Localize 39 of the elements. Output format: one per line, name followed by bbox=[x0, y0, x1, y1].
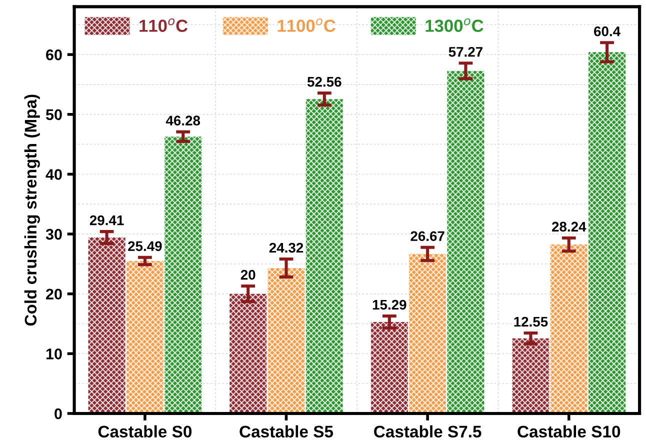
y-tick-label: 30 bbox=[46, 228, 62, 240]
bar bbox=[230, 294, 267, 414]
y-tick-label: 20 bbox=[46, 288, 62, 300]
y-tick-label: 0 bbox=[54, 408, 62, 420]
data-label: 57.27 bbox=[448, 46, 482, 57]
data-label: 26.67 bbox=[410, 231, 444, 242]
x-tick-label: Castable S7.5 bbox=[374, 425, 482, 438]
y-tick-label: 40 bbox=[46, 169, 62, 180]
data-label: 24.32 bbox=[269, 242, 304, 253]
bar bbox=[370, 322, 408, 414]
data-label: 20 bbox=[240, 270, 256, 280]
x-tick-label: Castable S5 bbox=[240, 425, 334, 438]
bar bbox=[512, 338, 550, 414]
y-tick-label: 50 bbox=[46, 109, 62, 120]
bar bbox=[126, 260, 164, 414]
bar bbox=[588, 52, 626, 414]
bar bbox=[550, 244, 588, 414]
data-label: 28.24 bbox=[552, 222, 586, 232]
data-label: 60.4 bbox=[594, 26, 620, 36]
data-label: 46.28 bbox=[166, 116, 200, 126]
x-tick-label: Castable S0 bbox=[98, 425, 192, 438]
x-tick-label: Castable S10 bbox=[518, 425, 620, 438]
bar bbox=[164, 136, 202, 414]
bar bbox=[306, 99, 343, 414]
bar bbox=[268, 268, 305, 414]
y-tick-label: 60 bbox=[46, 49, 62, 60]
legend-label: 110$^{o}$C bbox=[140, 18, 188, 32]
data-label: 15.29 bbox=[372, 300, 406, 310]
bar bbox=[409, 254, 446, 414]
bar bbox=[88, 238, 126, 414]
legend-label: 1100$^{o}$C bbox=[278, 18, 336, 32]
y-tick-label: 10 bbox=[46, 348, 62, 360]
data-label: 29.41 bbox=[90, 215, 124, 226]
legend-label: 1300$^{o}$C bbox=[426, 18, 484, 32]
y-axis-title: Cold crushing strength (Mpa) bbox=[24, 94, 40, 326]
bar bbox=[447, 70, 484, 414]
data-label: 25.49 bbox=[128, 241, 162, 252]
data-label: 52.56 bbox=[307, 76, 342, 87]
data-label: 12.55 bbox=[514, 316, 548, 327]
